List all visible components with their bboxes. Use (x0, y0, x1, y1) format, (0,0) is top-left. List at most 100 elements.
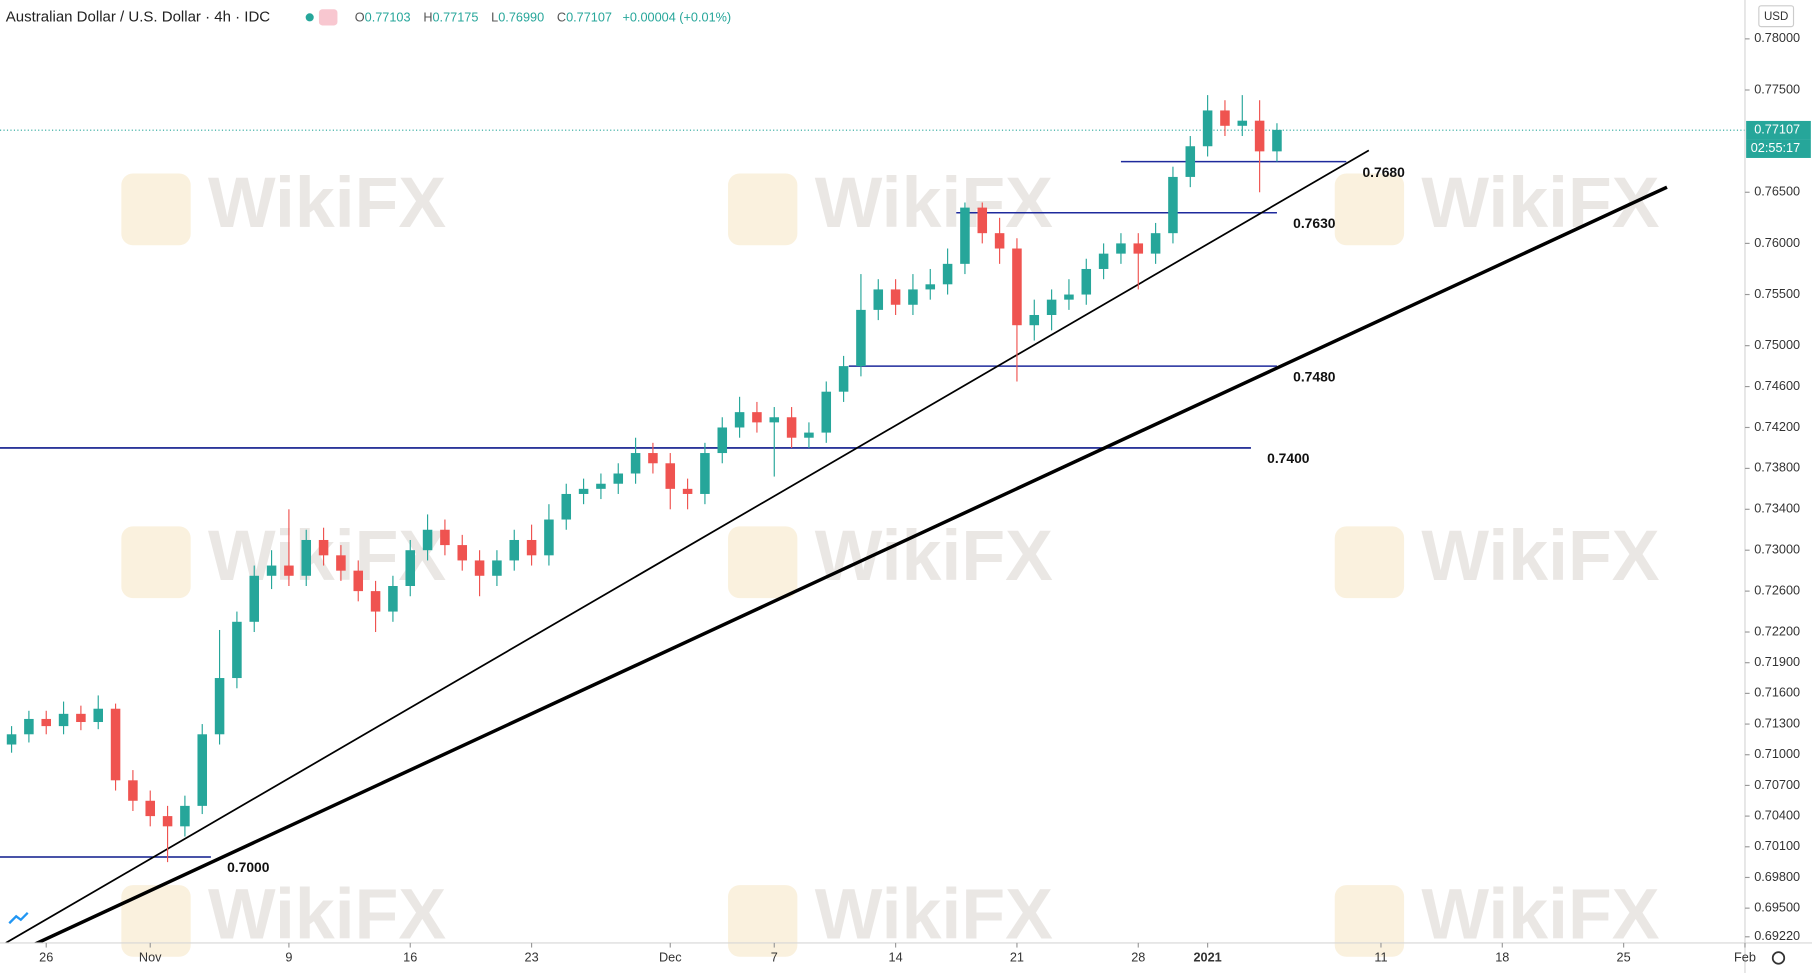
candle-body (1029, 314, 1040, 326)
candle-body (648, 453, 658, 464)
candle-body (1012, 248, 1022, 326)
candle-body (93, 708, 103, 723)
watermarks: WikiFX WikiFX WikiFX WikiFX WikiFX WikiFX Wiki… (121, 163, 1660, 957)
logo-icon (8, 912, 29, 925)
candle-body (24, 718, 34, 735)
candle-body (422, 529, 433, 551)
chart-title: Australian Dollar / U.S. Dollar · 4h · I… (6, 8, 271, 25)
level-label: 0.7000 (227, 859, 270, 875)
candle-body (370, 591, 381, 612)
watermark: WikiFX (1421, 163, 1659, 243)
x-tick-label: 9 (285, 949, 292, 964)
candle-body (301, 539, 312, 576)
x-tick-label: 25 (1617, 949, 1631, 964)
quote-value: 0.77175 (433, 10, 479, 25)
candle-body (1046, 299, 1057, 315)
quote-label: O (355, 10, 365, 25)
candle-body (1220, 110, 1230, 126)
candle-body (613, 473, 624, 484)
candle-body (1064, 294, 1074, 300)
y-tick-label: 0.73400 (1754, 501, 1800, 516)
candle-body (717, 427, 728, 454)
watermark-logo (121, 526, 191, 599)
candle-body (960, 207, 970, 264)
x-tick-label: 14 (889, 949, 903, 964)
candle-body (752, 412, 762, 423)
candle-body (440, 529, 450, 546)
candle-body (925, 284, 936, 290)
y-tick-label: 0.69800 (1754, 869, 1800, 884)
level-label: 0.7400 (1267, 450, 1310, 466)
candle-body (76, 713, 86, 723)
candle-body (838, 366, 849, 392)
candle-body (578, 488, 589, 494)
candle-body (318, 539, 329, 556)
trendline (33, 185, 1668, 943)
candle-body (561, 493, 572, 520)
watermark: WikiFX (208, 875, 446, 955)
watermark-logo (1334, 526, 1405, 599)
x-tick-label: 21 (1010, 949, 1024, 964)
axes: 0.78000 0.77500 0.76500 0.76000 0.75500 0.750… (39, 30, 1811, 964)
candle-body (58, 713, 69, 727)
y-tick-label: 0.73000 (1754, 542, 1800, 557)
quote-label: L (491, 10, 498, 25)
candle-body (197, 734, 208, 806)
candle-body (1237, 120, 1248, 126)
candle-body (734, 412, 745, 428)
candle-body (110, 708, 121, 781)
watermark-logo (728, 885, 798, 957)
candle-body (162, 816, 173, 827)
candle-body (665, 463, 676, 489)
currency-label[interactable]: USD (1764, 11, 1788, 23)
candle-body (786, 417, 797, 438)
x-tick-label: 2021 (1193, 949, 1221, 964)
watermark: WikiFX (815, 163, 1053, 243)
candle-body (388, 586, 398, 612)
candle-body (526, 539, 537, 556)
candle-body (1254, 120, 1265, 152)
y-tick-label: 0.71300 (1754, 715, 1800, 730)
candle-body (769, 417, 780, 423)
y-tick-label: 0.71900 (1754, 654, 1800, 669)
y-tick-label: 0.78000 (1754, 30, 1800, 45)
y-tick-label: 0.74600 (1754, 378, 1800, 393)
x-tick-label: Feb (1734, 949, 1756, 964)
last-price-tag (1746, 120, 1811, 140)
currency-button[interactable] (1758, 5, 1795, 28)
y-tick-label: 0.76500 (1754, 184, 1800, 199)
y-tick-label: 0.70700 (1754, 777, 1800, 792)
candle-body (544, 519, 554, 556)
y-tick-label: 0.70100 (1754, 838, 1800, 853)
watermark: WikiFX (815, 516, 1053, 596)
watermark-logo (121, 885, 191, 957)
candle-body (405, 550, 416, 587)
candle-body (942, 263, 953, 285)
candle-body (457, 545, 468, 561)
candle-body (180, 805, 190, 827)
candle-body (1116, 243, 1126, 254)
y-tick-label: 0.72600 (1754, 582, 1800, 597)
x-tick-label: 7 (771, 949, 778, 964)
y-tick-label: 0.71000 (1754, 746, 1800, 761)
candle-body (232, 621, 242, 679)
candle-body (804, 432, 814, 438)
candle-body (682, 488, 693, 494)
candle-body (474, 560, 485, 576)
x-tick-label: 23 (525, 949, 539, 964)
candle-body (1098, 253, 1109, 269)
candle-body (214, 678, 225, 735)
y-tick-label: 0.70400 (1754, 807, 1800, 822)
watermark: WikiFX (208, 163, 446, 243)
candle-body (700, 453, 710, 494)
candle-body (821, 391, 832, 433)
x-tick-label: Nov (139, 949, 162, 964)
watermark-logo (1334, 885, 1405, 957)
settings-icon[interactable] (1771, 951, 1786, 965)
candle-body (1168, 176, 1178, 234)
x-tick-label: 11 (1374, 949, 1387, 964)
x-tick-label: Dec (659, 949, 682, 964)
